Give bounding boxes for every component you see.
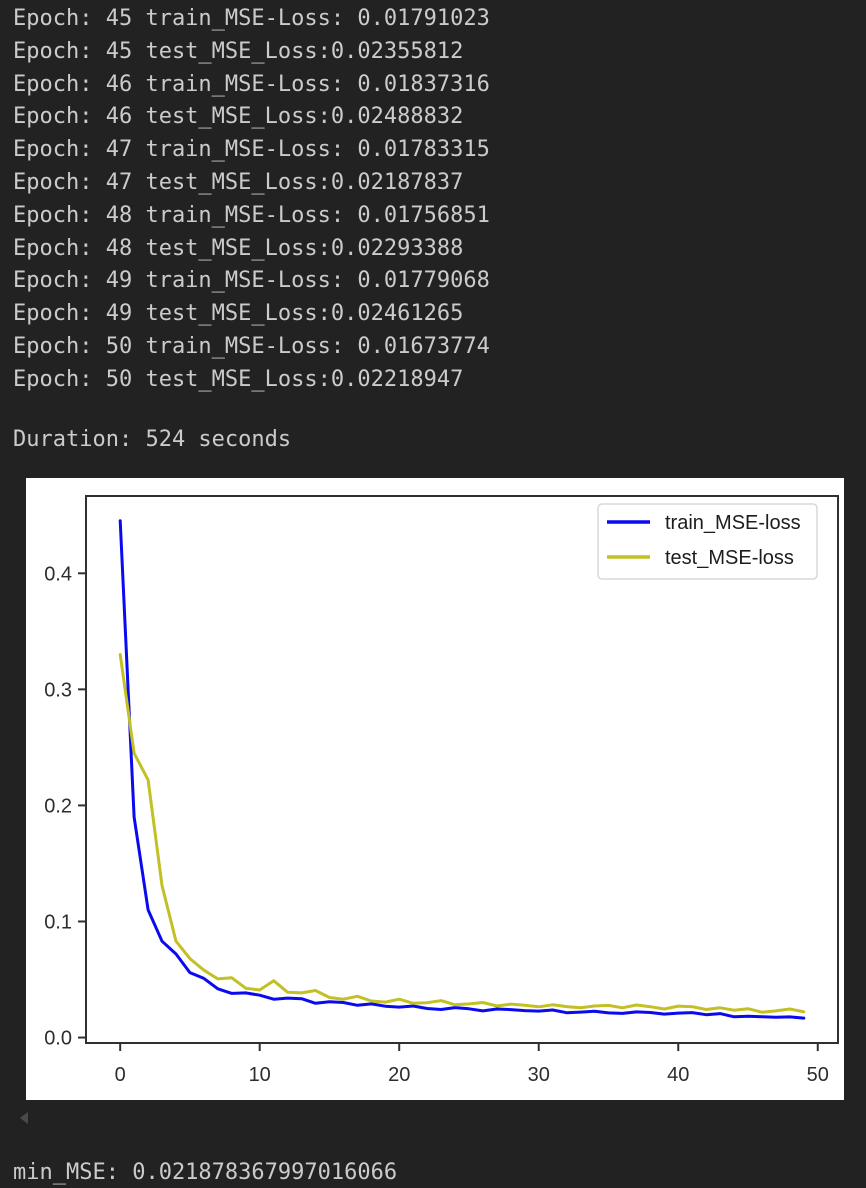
console-line: Epoch: 50 train_MSE-Loss: 0.01673774 [13, 333, 490, 359]
test-loss-line [118, 653, 806, 1014]
train-loss-line [118, 519, 806, 1020]
loss-chart-figure: 0 10 20 30 40 50 0.0 0.1 0.2 0.3 0.4 train_MSE-loss… [26, 478, 844, 1100]
min-mse-line: min_MSE: 0.021878367997016066 [13, 1160, 398, 1185]
loss-chart: 0 10 20 30 40 50 0.0 0.1 0.2 0.3 0.4 train_MSE-loss… [44, 495, 839, 1086]
y-tick-label: 0.3 [44, 679, 72, 701]
console-line: Epoch: 46 test_MSE_Loss:0.02488832 [13, 104, 464, 130]
console-line: Epoch: 49 test_MSE_Loss:0.02461265 [13, 301, 464, 327]
x-tick-label: 10 [249, 1064, 271, 1086]
console-line: Epoch: 48 test_MSE_Loss:0.02293388 [13, 235, 464, 261]
x-tick-label: 40 [667, 1064, 689, 1086]
x-tick-label: 0 [115, 1064, 126, 1086]
console-line: Epoch: 50 test_MSE_Loss:0.02218947 [13, 366, 464, 392]
x-tick-label: 50 [807, 1064, 829, 1086]
y-tick-label: 0.4 [44, 563, 72, 585]
console-line: Epoch: 47 test_MSE_Loss:0.02187837 [13, 169, 464, 195]
scroll-left-icon[interactable] [20, 1112, 28, 1124]
console-line: Epoch: 47 train_MSE-Loss: 0.01783315 [13, 137, 490, 163]
console-output: Epoch: 45 train_MSE-Loss: 0.01791023 Epoc… [13, 3, 490, 397]
console-line: Epoch: 46 train_MSE-Loss: 0.01837316 [13, 71, 490, 97]
console-line: Epoch: 49 train_MSE-Loss: 0.01779068 [13, 268, 490, 294]
console-line: Epoch: 48 train_MSE-Loss: 0.01756851 [13, 202, 490, 228]
legend-label: train_MSE-loss [665, 512, 801, 534]
y-tick-label: 0.2 [44, 795, 72, 817]
y-tick-label: 0.1 [44, 911, 72, 933]
legend-label: test_MSE-loss [665, 547, 794, 569]
y-tick-label: 0.0 [44, 1028, 72, 1050]
console-line: Epoch: 45 train_MSE-Loss: 0.01791023 [13, 6, 490, 31]
console-line: Epoch: 45 test_MSE_Loss:0.02355812 [13, 38, 464, 64]
axes-box [85, 495, 839, 1044]
legend-box [597, 503, 818, 580]
x-tick-label: 20 [388, 1064, 410, 1086]
duration-line: Duration: 524 seconds [13, 427, 292, 452]
x-tick-label: 30 [528, 1064, 550, 1086]
